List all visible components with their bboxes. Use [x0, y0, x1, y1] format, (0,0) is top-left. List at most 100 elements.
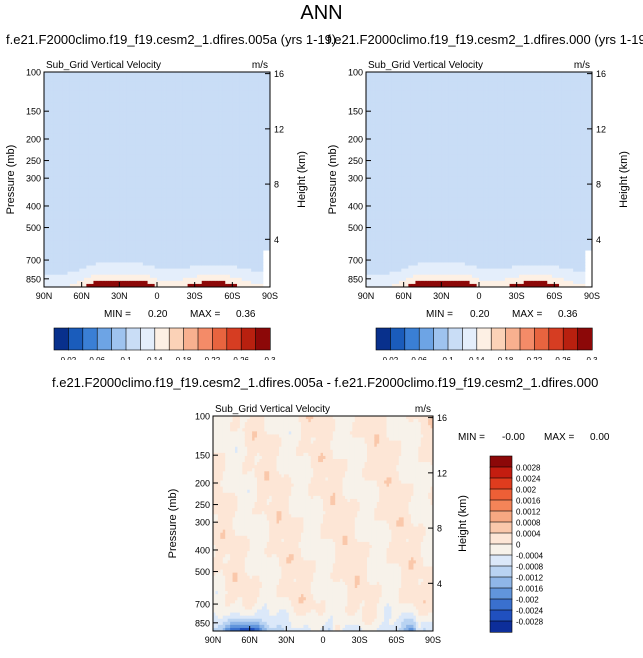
field-cell: [192, 78, 196, 82]
field-cell: [138, 102, 141, 107]
field-cell: [192, 271, 196, 276]
field-cell: [72, 164, 75, 168]
field-cell: [67, 151, 71, 156]
field-cell: [182, 207, 186, 211]
field-cell: [51, 148, 54, 153]
field-cell: [178, 219, 181, 223]
field-cell: [171, 265, 174, 269]
field-cell: [138, 148, 141, 153]
field-cell: [69, 210, 73, 214]
field-cell: [159, 271, 163, 276]
field-cell: [93, 96, 97, 101]
field-cell: [109, 231, 113, 236]
field-cell: [62, 151, 66, 156]
field-cell: [69, 182, 73, 187]
field-cell: [142, 274, 146, 279]
field-cell: [180, 108, 184, 113]
field-cell: [166, 222, 170, 226]
field-cell: [102, 75, 106, 79]
field-cell: [131, 170, 134, 174]
field-cell: [102, 111, 106, 116]
field-cell: [199, 259, 203, 263]
field-cell: [62, 167, 66, 171]
field-cell: [67, 118, 71, 122]
field-cell: [58, 96, 61, 101]
field-cell: [121, 133, 125, 137]
field-cell: [109, 133, 113, 137]
field-cell: [95, 154, 99, 159]
field-cell: [166, 130, 170, 134]
field-cell: [124, 237, 127, 242]
field-cell: [76, 231, 80, 236]
field-cell: [154, 96, 158, 101]
field-cell: [109, 154, 113, 159]
field-cell: [197, 213, 200, 217]
field-cell: [62, 111, 66, 116]
field-cell: [65, 84, 68, 88]
field-cell: [44, 256, 47, 260]
field-cell: [133, 164, 137, 168]
field-cell: [131, 142, 134, 147]
field-cell: [98, 185, 101, 190]
field-cell: [48, 136, 52, 140]
field-cell: [86, 108, 90, 113]
field-cell: [124, 167, 127, 171]
field-cell: [161, 154, 165, 159]
field-cell: [119, 111, 123, 116]
field-cell: [91, 151, 94, 156]
field-cell: [138, 145, 141, 150]
field-cell: [126, 185, 130, 190]
field-cell: [201, 133, 205, 137]
field-cell: [51, 247, 54, 251]
field-cell: [131, 133, 134, 137]
field-cell: [86, 111, 90, 116]
field-cell: [182, 72, 186, 76]
field-cell: [84, 231, 87, 236]
field-cell: [112, 194, 116, 199]
field-cell: [157, 179, 160, 183]
field-cell: [164, 176, 167, 180]
field-cell: [171, 259, 174, 263]
field-cell: [180, 231, 184, 236]
field-cell: [131, 225, 134, 230]
field-cell: [62, 253, 66, 257]
field-cell: [119, 84, 123, 88]
field-cell: [124, 265, 127, 269]
field-cell: [187, 176, 191, 180]
field-cell: [180, 197, 184, 202]
field-cell: [173, 167, 177, 171]
field-cell: [159, 151, 163, 156]
field-cell: [72, 256, 75, 260]
field-cell: [178, 111, 181, 116]
field-cell: [164, 271, 167, 276]
field-cell: [180, 105, 184, 110]
field-cell: [161, 81, 165, 85]
field-cell: [173, 133, 177, 137]
field-cell: [159, 108, 163, 113]
field-cell: [74, 268, 78, 273]
field-cell: [44, 72, 47, 76]
field-cell: [114, 240, 118, 245]
field-cell: [140, 188, 144, 193]
field-cell: [173, 154, 177, 159]
field-cell: [105, 210, 108, 214]
field-cell: [204, 262, 207, 266]
field-cell: [74, 222, 78, 226]
field-cell: [175, 164, 179, 168]
field-cell: [204, 75, 207, 79]
field-cell: [95, 158, 99, 162]
field-cell: [197, 277, 200, 282]
field-cell: [166, 148, 170, 153]
field-cell: [159, 81, 163, 85]
field-cell: [159, 115, 163, 119]
field-cell: [53, 170, 57, 174]
field-cell: [51, 127, 54, 131]
field-cell: [76, 204, 80, 208]
field-cell: [197, 142, 200, 147]
field-cell: [102, 154, 106, 159]
field-cell: [62, 207, 66, 211]
field-cell: [51, 274, 54, 279]
field-cell: [48, 102, 52, 107]
field-cell: [145, 207, 148, 211]
field-cell: [189, 148, 193, 153]
